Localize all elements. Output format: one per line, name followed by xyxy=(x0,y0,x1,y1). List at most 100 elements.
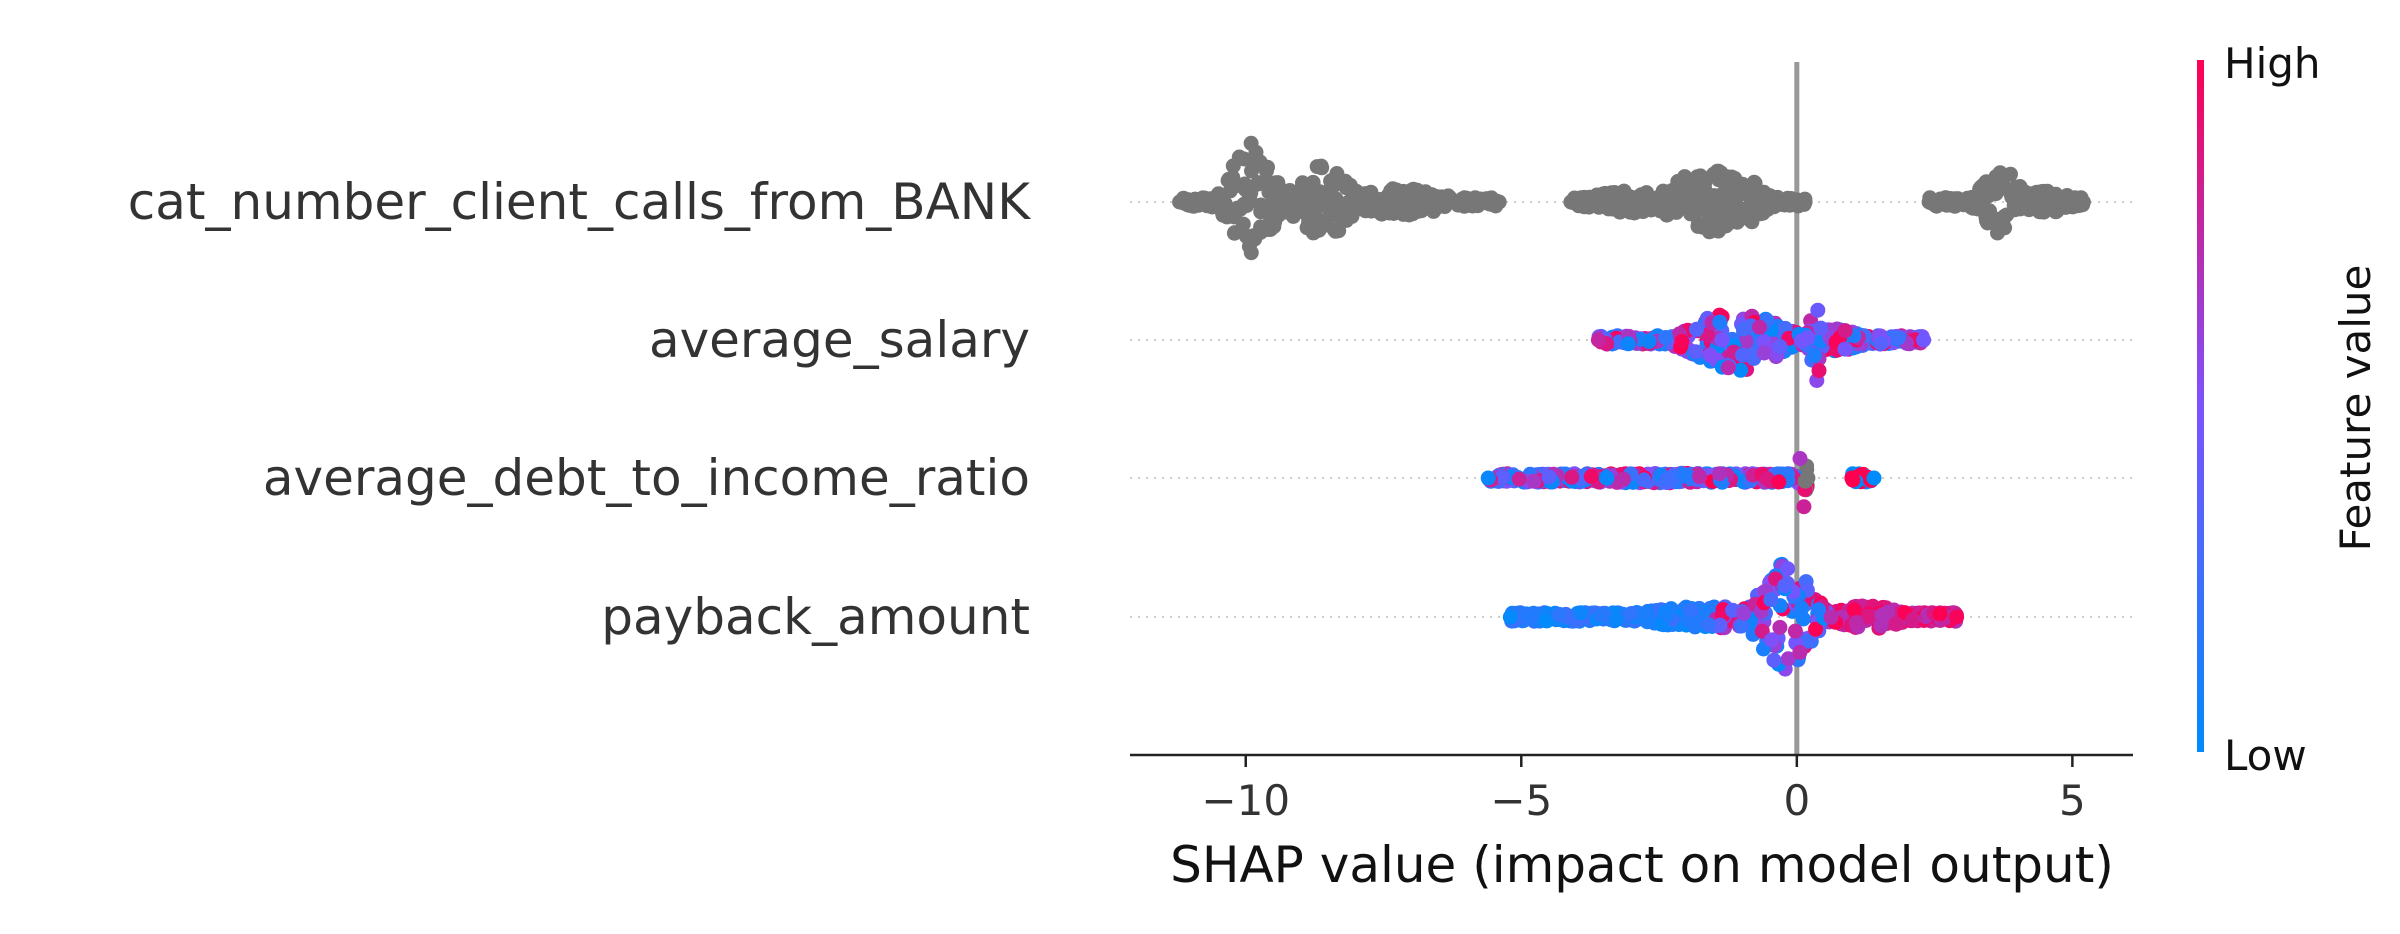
shap-point xyxy=(1888,616,1904,632)
shap-point xyxy=(1772,339,1788,355)
shap-point xyxy=(1792,644,1808,660)
feature-label: average_salary xyxy=(649,311,1030,369)
shap-point xyxy=(1720,360,1736,376)
shap-point xyxy=(1608,612,1624,627)
shap-point xyxy=(1677,169,1693,185)
feature-label: payback_amount xyxy=(601,588,1030,646)
shap-point xyxy=(1491,194,1507,210)
shap-point xyxy=(1243,135,1259,151)
shap-point xyxy=(1641,334,1657,349)
shap-point xyxy=(1921,194,1937,210)
shap-point xyxy=(1891,330,1906,346)
shap-point xyxy=(1777,578,1793,594)
shap-point xyxy=(1258,173,1274,189)
shap-point xyxy=(1763,592,1779,608)
shap-point xyxy=(2012,201,2028,217)
shap-point xyxy=(1733,362,1749,378)
shap-point xyxy=(1690,218,1706,234)
shap-point xyxy=(1573,605,1589,621)
shap-point xyxy=(1658,330,1674,345)
shap-point xyxy=(1464,192,1480,208)
shap-point xyxy=(1738,333,1754,349)
shap-point xyxy=(1323,173,1339,189)
shap-point xyxy=(1709,210,1725,226)
shap-point xyxy=(1353,198,1369,214)
shap-point xyxy=(1756,345,1772,361)
shap-point xyxy=(1784,191,1800,207)
shap-point xyxy=(1312,184,1328,200)
shap-point xyxy=(1684,602,1699,618)
shap-point xyxy=(1837,323,1853,339)
shap-point xyxy=(1321,201,1337,217)
feature-label: average_debt_to_income_ratio xyxy=(263,449,1030,507)
shap-point xyxy=(1664,183,1680,199)
shap-point xyxy=(1195,190,1211,206)
shap-point xyxy=(1736,605,1752,621)
shap-point xyxy=(1823,609,1839,625)
shap-point xyxy=(1225,158,1241,174)
shap-point xyxy=(1949,609,1965,625)
shap-point xyxy=(1286,192,1302,208)
shap-point xyxy=(1313,158,1329,174)
beeswarm-points xyxy=(1172,135,2091,677)
shap-point xyxy=(1745,185,1761,201)
shap-point xyxy=(1727,170,1743,186)
shap-point xyxy=(1916,332,1932,348)
shap-point xyxy=(1780,651,1796,667)
shap-point xyxy=(1701,617,1716,633)
x-axis-label: SHAP value (impact on model output) xyxy=(1170,836,2114,894)
shap-point xyxy=(1334,212,1350,228)
shap-point xyxy=(1813,320,1829,336)
shap-point xyxy=(1800,470,1816,486)
shap-point xyxy=(1764,632,1780,648)
shap-point xyxy=(1811,363,1827,379)
shap-point xyxy=(1771,474,1787,490)
shap-point xyxy=(1692,469,1708,485)
feature-grid-lines xyxy=(1130,201,2133,618)
feature-labels: cat_number_client_calls_from_BANKaverage… xyxy=(128,173,1031,646)
shap-point xyxy=(1502,609,1518,625)
shap-point xyxy=(1583,469,1599,484)
colorbar-gradient xyxy=(2197,60,2204,752)
shap-point xyxy=(1780,561,1796,577)
shap-point xyxy=(1808,621,1824,637)
shap-point xyxy=(1541,469,1557,485)
shap-point xyxy=(1689,321,1704,337)
shap-point xyxy=(1241,239,1257,254)
shap-point xyxy=(1253,204,1269,220)
shap-point xyxy=(1702,189,1717,204)
colorbar-low-label: Low xyxy=(2224,731,2307,780)
shap-point xyxy=(1792,451,1808,466)
shap-point xyxy=(1599,470,1615,486)
shap-point xyxy=(1844,470,1860,486)
shap-point xyxy=(1389,187,1405,203)
shap-point xyxy=(1772,619,1788,635)
shap-point xyxy=(1952,192,1967,208)
shap-point xyxy=(1260,159,1275,175)
shap-point xyxy=(1660,207,1676,223)
shap-point xyxy=(1657,604,1672,620)
shap-point xyxy=(2075,194,2091,210)
shap-point xyxy=(1793,333,1809,349)
shap-point xyxy=(1272,187,1288,203)
shap-point xyxy=(1266,199,1282,215)
shap-point xyxy=(1846,602,1862,618)
shap-point xyxy=(1810,302,1826,318)
shap-point xyxy=(1968,199,1984,215)
shap-point xyxy=(1410,204,1426,219)
x-tick-label: 0 xyxy=(1783,776,1810,825)
shap-point xyxy=(1873,336,1889,352)
shap-point xyxy=(1590,332,1606,348)
shap-point xyxy=(1714,332,1730,348)
shap-point xyxy=(1712,617,1728,633)
shap-point xyxy=(1658,472,1674,488)
shap-point xyxy=(1702,347,1718,363)
shap-point xyxy=(1267,214,1283,230)
shap-point xyxy=(1837,341,1853,357)
shap-point xyxy=(1712,466,1728,482)
shap-point xyxy=(2036,188,2052,203)
shap-point xyxy=(1752,319,1767,335)
shap-point xyxy=(1405,181,1421,197)
